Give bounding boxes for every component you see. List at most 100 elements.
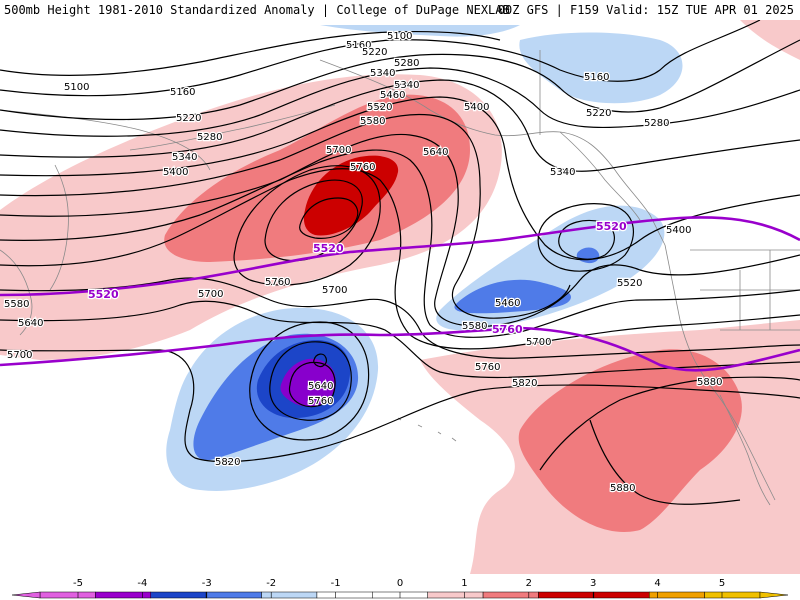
- colorbar-swatch: [316, 591, 373, 599]
- anomaly-colorbar: -5 -4 -3 -2 -1 0 1 2 3 4 5: [0, 574, 800, 600]
- alaska-coastline: [319, 59, 666, 246]
- contour-label: 5760: [350, 162, 375, 173]
- contour-label: 5280: [644, 118, 669, 129]
- contour-label: 5340: [172, 152, 197, 163]
- colorbar-tick-label: -3: [202, 578, 212, 589]
- contour-label: 5760: [475, 362, 500, 373]
- highlight-contour-5760: [0, 326, 800, 372]
- contour-5220: [0, 39, 800, 121]
- contour-label: 5220: [176, 113, 201, 124]
- colorbar-tick-label: -2: [266, 578, 276, 589]
- us-west-coast: [664, 244, 776, 501]
- contour-label: 5460: [495, 298, 520, 309]
- colorbar-tick-label: -4: [137, 578, 147, 589]
- contour-label: 5640: [423, 147, 448, 158]
- highlight-contours: [0, 216, 800, 372]
- contour-5280: [0, 67, 800, 137]
- contour-label: 5580: [360, 116, 385, 127]
- colorbar-tick-label: 4: [654, 578, 660, 589]
- highlight-contour-5520: [0, 216, 800, 297]
- colorbar-tick-label: 1: [461, 578, 467, 589]
- map-header: 500mb Height 1981-2010 Standardized Anom…: [0, 0, 800, 20]
- contour-5700-ring-north: [233, 165, 381, 286]
- contour-label: 5700: [326, 145, 351, 156]
- colorbar-swatch: [482, 591, 539, 599]
- colorbar-tick-label: 0: [397, 578, 403, 589]
- anomaly-neg1-region-north-strip: [320, 25, 520, 37]
- colorbar-tick-label: 2: [526, 578, 532, 589]
- aleutian-chain: [129, 104, 336, 151]
- colorbar-tick-labels: -5 -4 -3 -2 -1 0 1 2 3 4 5: [73, 578, 725, 589]
- contour-label: 5760: [265, 277, 290, 288]
- model-run-info: 00Z GFS | F159 Valid: 15Z TUE APR 01 202…: [497, 3, 794, 17]
- colorbar-swatch: [150, 591, 207, 599]
- colorbar-swatch: [538, 591, 595, 599]
- contour-label: 5220: [586, 108, 611, 119]
- contour-5820-ring-north: [299, 197, 359, 239]
- contour-label: 5400: [163, 167, 188, 178]
- highlight-contour-label: 5520: [596, 220, 627, 233]
- anomaly-pos2-region-northwest: [164, 94, 470, 263]
- colorbar-swatches: [11, 591, 789, 599]
- contour-label: 5280: [197, 132, 222, 143]
- colorbar-min-arrow: [11, 591, 41, 599]
- contour-label: 5100: [387, 31, 412, 42]
- contour-5400: [0, 96, 800, 261]
- contour-5100: [0, 30, 501, 76]
- anomaly-pos3-core: [303, 155, 399, 236]
- contour-label: 5640: [18, 318, 43, 329]
- anomaly-neg4-core: [280, 358, 336, 407]
- kamchatka-coast: [49, 164, 69, 291]
- contour-low-rings-west: [249, 321, 370, 441]
- contour-label: 5340: [394, 80, 419, 91]
- contour-label: 5100: [64, 82, 89, 93]
- colorbar-swatch: [427, 591, 484, 599]
- contour-label: 5160: [346, 40, 371, 51]
- contour-label: 5340: [550, 167, 575, 178]
- contour-label: 5760: [308, 396, 333, 407]
- contour-label: 5160: [170, 87, 195, 98]
- colorbar-swatch: [205, 591, 262, 599]
- highlight-contour-label: 5520: [313, 242, 344, 255]
- contour-label: 5280: [394, 58, 419, 69]
- siberia-coast: [0, 109, 211, 171]
- contour-label: 5460: [380, 90, 405, 101]
- contour-5700-main: [0, 277, 800, 359]
- colorbar-swatch: [704, 591, 761, 599]
- highlight-contour-label: 5760: [492, 323, 523, 336]
- highlight-contour-label: 5520: [88, 288, 119, 301]
- anomaly-shading: [0, 20, 800, 574]
- contour-label: 5520: [617, 278, 642, 289]
- colorbar-swatch: [593, 591, 650, 599]
- anomaly-neg1-region-north: [519, 32, 683, 104]
- contour-label: 5520: [367, 102, 392, 113]
- contour-label: 5640: [308, 381, 333, 392]
- colorbar-swatch: [39, 591, 96, 599]
- contour-label: 5820: [512, 378, 537, 389]
- contour-5160: [0, 20, 761, 97]
- highlight-labels: 5520 5520 5520 5760: [87, 219, 628, 337]
- contour-label: 5160: [584, 72, 609, 83]
- contour-label: 5400: [666, 225, 691, 236]
- contour-label: 5400: [464, 102, 489, 113]
- contour-label: 5700: [7, 350, 32, 361]
- contour-5340: [0, 79, 800, 172]
- contour-label: 5700: [526, 337, 551, 348]
- height-anomaly-map: 5100 5100 5160 5160 5160 5220 5220 5220 …: [0, 20, 800, 574]
- colorbar-tick-label: -1: [331, 578, 341, 589]
- anomaly-neg2-region-east: [454, 279, 571, 314]
- baja-coast: [719, 394, 771, 506]
- british-columbia-coast: [559, 131, 641, 221]
- contour-5760-main: [0, 300, 800, 379]
- colorbar-max-arrow: [759, 591, 789, 599]
- contour-5640: [0, 168, 800, 350]
- contour-labels: 5100 5100 5160 5160 5160 5220 5220 5220 …: [3, 30, 724, 495]
- contour-5460: [0, 113, 571, 319]
- contour-label: 5700: [322, 285, 347, 296]
- colorbar-swatch: [261, 591, 318, 599]
- contour-label: 5580: [462, 321, 487, 332]
- contour-label: 5220: [362, 47, 387, 58]
- us-state-borders: [690, 249, 800, 331]
- colorbar-tick-label: 3: [590, 578, 596, 589]
- anomaly-pos2-region-southeast: [518, 349, 742, 532]
